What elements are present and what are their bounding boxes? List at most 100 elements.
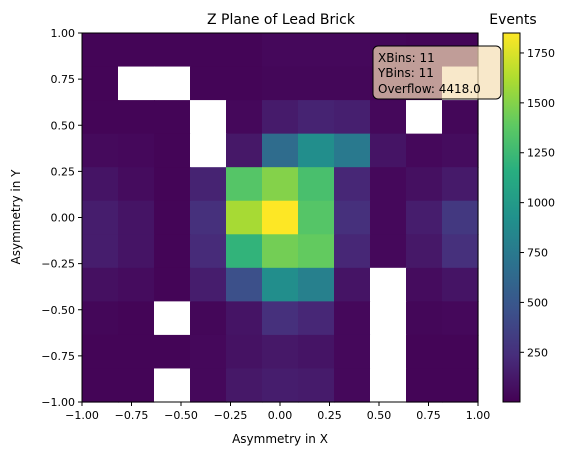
heatmap-cell (190, 66, 227, 101)
heatmap-cell (82, 100, 119, 135)
heatmap-cell (334, 334, 371, 370)
heatmap-cell (406, 133, 443, 168)
heatmap-cell (82, 368, 119, 403)
colorbar-label: Events (489, 12, 536, 28)
heatmap-cell (118, 133, 155, 168)
colorbar-ticks: 250 500 750 1000 1250 1500 1750 (520, 47, 555, 359)
heatmap-cell (334, 301, 371, 336)
heatmap-cell (154, 368, 191, 403)
stats-line-ybins: YBins: 11 (377, 66, 434, 80)
x-tick-label: −1.00 (65, 409, 99, 422)
heatmap-cell (262, 200, 299, 235)
heatmap-cell (334, 200, 371, 235)
heatmap-cell (118, 334, 155, 370)
heatmap-cell (190, 133, 227, 168)
colorbar-tick-label: 1750 (527, 47, 555, 60)
heatmap-cell (262, 267, 299, 302)
colorbar-tick-label: 1000 (527, 197, 555, 210)
heatmap-cell (334, 33, 371, 68)
heatmap-cell (190, 100, 227, 135)
heatmap-cell (370, 133, 407, 168)
heatmap-cell (262, 66, 299, 101)
x-tick-label: 0.75 (416, 409, 441, 422)
heatmap-cell (82, 200, 119, 235)
heatmap-cell (82, 234, 119, 269)
heatmap-cell (406, 301, 443, 336)
stats-box: XBins: 11 YBins: 11 Overflow: 4418.0 (372, 45, 502, 100)
y-axis-label: Asymmetry in Y (9, 169, 23, 265)
heatmap-cells (82, 33, 479, 403)
chart-title: Z Plane of Lead Brick (207, 12, 356, 28)
heatmap-cell (370, 301, 407, 336)
stats-line-xbins: XBins: 11 (378, 51, 435, 65)
heatmap-cell (370, 167, 407, 202)
colorbar-tick-label: 1250 (527, 147, 555, 160)
heatmap-cell (334, 100, 371, 135)
colorbar-tick-label: 500 (527, 296, 548, 309)
heatmap-cell (190, 167, 227, 202)
heatmap-cell (442, 234, 479, 269)
heatmap-cell (262, 167, 299, 202)
heatmap-cell (334, 167, 371, 202)
heatmap-cell (118, 100, 155, 135)
heatmap-cell (442, 200, 479, 235)
heatmap-cell (334, 267, 371, 302)
heatmap-cell (442, 334, 479, 370)
x-tick-label: 0.50 (367, 409, 392, 422)
y-tick-label: 0.50 (51, 119, 76, 132)
heatmap-cell (262, 234, 299, 269)
heatmap-cell (298, 33, 335, 68)
heatmap-cell (406, 200, 443, 235)
x-tick-label: 1.00 (466, 409, 491, 422)
heatmap-cell (82, 133, 119, 168)
heatmap-cell (226, 167, 263, 202)
heatmap-cell (226, 334, 263, 370)
y-tick-label: −0.25 (41, 258, 75, 271)
heatmap-cell (190, 368, 227, 403)
heatmap-cell (226, 368, 263, 403)
heatmap-cell (226, 33, 263, 68)
heatmap-cell (262, 100, 299, 135)
heatmap-cell (442, 100, 479, 135)
heatmap-cell (82, 267, 119, 302)
heatmap-cell (154, 234, 191, 269)
x-tick-label: 0.00 (268, 409, 293, 422)
heatmap-cell (190, 301, 227, 336)
heatmap-cell (190, 334, 227, 370)
heatmap-cell (442, 167, 479, 202)
heatmap-cell (190, 33, 227, 68)
heatmap-cell (154, 200, 191, 235)
heatmap-cell (370, 234, 407, 269)
heatmap-cell (154, 100, 191, 135)
heatmap-cell (118, 234, 155, 269)
heatmap-cell (334, 133, 371, 168)
heatmap-cell (118, 368, 155, 403)
heatmap-cell (442, 301, 479, 336)
y-tick-label: 0.00 (51, 212, 76, 225)
heatmap-cell (370, 334, 407, 370)
x-tick-label: −0.50 (164, 409, 198, 422)
heatmap-cell (154, 267, 191, 302)
y-tick-label: −0.75 (41, 350, 75, 363)
y-tick-label: −0.50 (41, 304, 75, 317)
heatmap-cell (370, 100, 407, 135)
heatmap-cell (190, 267, 227, 302)
heatmap-cell (262, 133, 299, 168)
heatmap-cell (370, 368, 407, 403)
heatmap-cell (190, 200, 227, 235)
heatmap-cell (370, 267, 407, 302)
heatmap-cell (334, 234, 371, 269)
y-tick-label: 1.00 (51, 27, 76, 40)
heatmap-cell (154, 66, 191, 101)
heatmap-cell (298, 133, 335, 168)
heatmap-cell (262, 301, 299, 336)
colorbar-gradient (502, 32, 521, 403)
heatmap-cell (298, 267, 335, 302)
heatmap-cell (154, 334, 191, 370)
heatmap-cell (406, 167, 443, 202)
heatmap-cell (298, 66, 335, 101)
heatmap-cell (406, 234, 443, 269)
heatmap-cell (298, 368, 335, 403)
heatmap-cell (82, 167, 119, 202)
heatmap-cell (118, 301, 155, 336)
